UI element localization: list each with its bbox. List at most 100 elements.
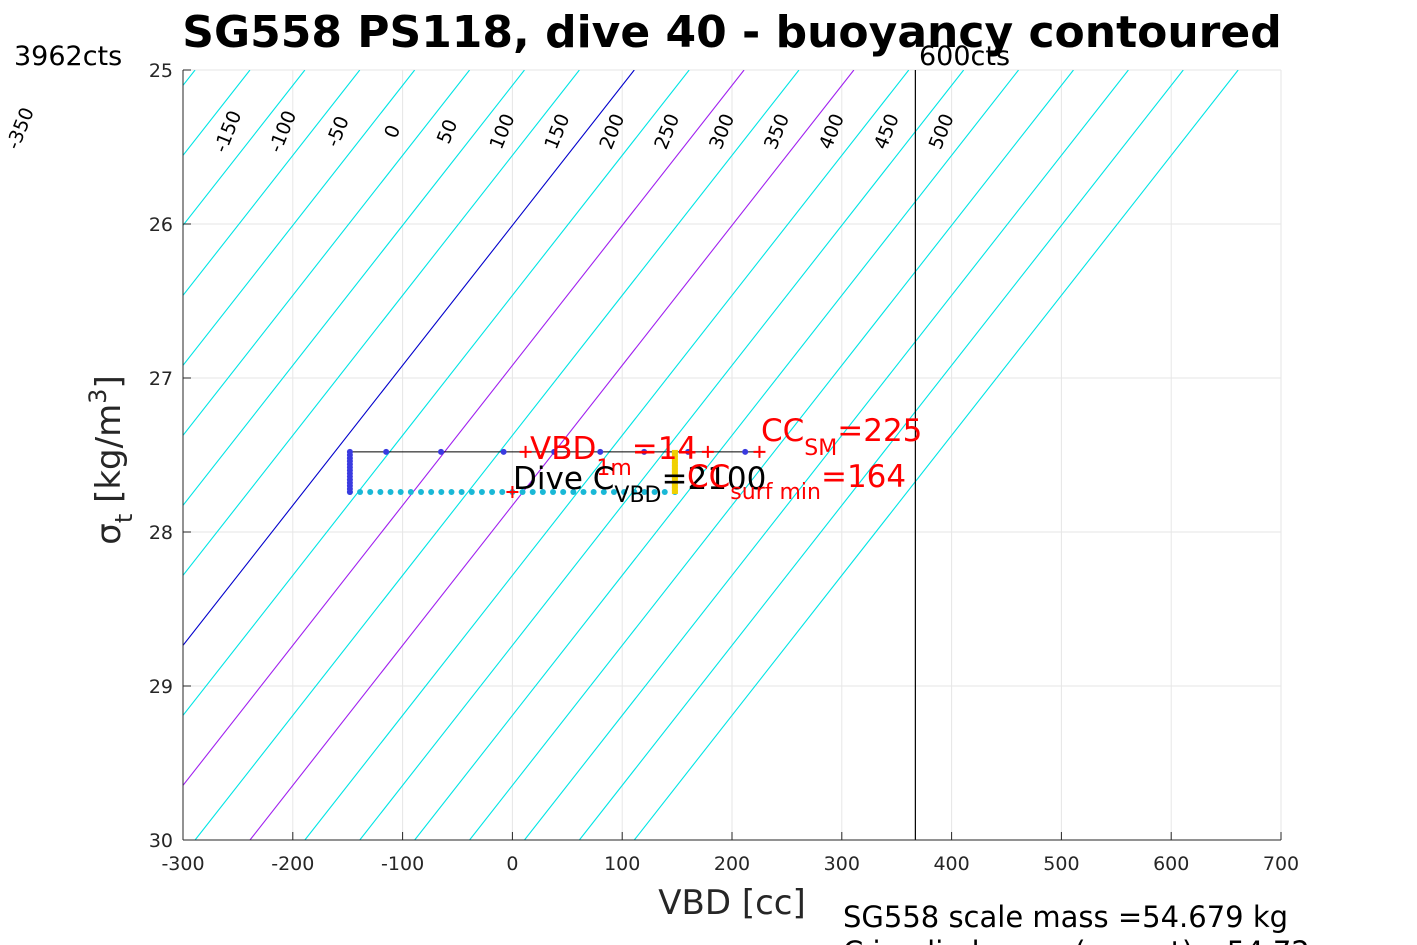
contour-line: [183, 70, 690, 717]
dive-point: [489, 488, 496, 495]
y-tick-label: 26: [149, 214, 173, 236]
dive-point: [671, 471, 678, 476]
marker-plus: [506, 485, 519, 498]
dive-point: [671, 459, 678, 464]
contour-label-top: 350: [760, 111, 794, 153]
contour-line: [183, 70, 416, 367]
x-ticks: -300 -200 -100 0 100 200 300 400 500 600 700: [161, 832, 1299, 875]
dive-point: [448, 488, 455, 495]
x-tick-label: 0: [506, 853, 518, 875]
buoyancy-contours: [0, 70, 1239, 840]
contour-line: [183, 70, 580, 577]
dive-point: [685, 448, 692, 455]
x-tick-label: -100: [381, 853, 424, 875]
contour-line: [633, 70, 1239, 840]
dive-point: [671, 462, 678, 467]
x-tick-label: 400: [933, 853, 969, 875]
contour-line: [578, 70, 1184, 840]
dive-trace: [346, 448, 760, 495]
x-tick-label: 600: [1153, 853, 1189, 875]
contour-label-top: 200: [595, 111, 629, 153]
dive-point: [428, 488, 435, 495]
dive-point: [671, 465, 678, 470]
contour-line: [414, 70, 1020, 840]
dive-point: [671, 468, 678, 473]
y-ticks: 25 26 27 28 29 30: [149, 60, 191, 852]
dive-point: [671, 449, 678, 454]
dive-point: [600, 488, 607, 495]
y-tick-label: 27: [149, 368, 173, 390]
contour-line: [469, 70, 1074, 840]
dive-point: [500, 448, 507, 455]
counts-left-label: 3962cts: [14, 41, 122, 72]
dive-point: [417, 488, 424, 495]
dive-point: [478, 488, 485, 495]
implied-mass-text: C implied mass (ascent) =54.72: [843, 935, 1310, 945]
dive-point: [590, 488, 597, 495]
chart-title: SG558 PS118, dive 40 - buoyancy contoure…: [182, 7, 1281, 58]
contour-label-top: 50: [433, 116, 462, 147]
dive-point: [671, 486, 678, 491]
dive-point: [551, 448, 558, 455]
contour-label-top: 150: [540, 111, 574, 153]
dive-point: [671, 480, 678, 485]
contour-line: [524, 70, 1129, 840]
dive-point: [438, 488, 445, 495]
dive-point: [438, 448, 445, 455]
y-tick-label: 28: [149, 522, 173, 544]
contour-line: [194, 70, 800, 840]
dive-point: [499, 488, 506, 495]
x-tick-label: 500: [1043, 853, 1079, 875]
dive-point: [641, 488, 648, 495]
dive-point: [641, 448, 648, 455]
scale-mass-text: SG558 scale mass =54.679 kg: [843, 900, 1288, 934]
dive-point: [383, 448, 390, 455]
contour-line: [0, 70, 85, 840]
y-tick-label: 29: [149, 676, 173, 698]
dive-point: [671, 477, 678, 482]
x-axis-label: VBD [cc]: [658, 883, 806, 923]
dive-point: [519, 488, 526, 495]
dive-point: [570, 488, 577, 495]
dive-point: [560, 488, 567, 495]
marker-plus: [519, 445, 532, 458]
x-tick-label: 700: [1263, 853, 1299, 875]
contour-line: [183, 70, 745, 787]
cc-sm-annotation: CCSM=225: [761, 413, 922, 461]
x-tick-label: 200: [714, 853, 750, 875]
cc-surf-min-annotation: CCsurf min=164: [687, 459, 906, 505]
contour-label-top: 100: [486, 111, 520, 153]
contour-label-top: 300: [705, 111, 739, 153]
dive-point: [377, 488, 384, 495]
dive-point: [671, 474, 678, 479]
dive-point: [387, 488, 394, 495]
contour-line: [183, 70, 635, 647]
contour-line: [359, 70, 965, 840]
contour-label-top: -350: [2, 104, 39, 152]
dive-point: [631, 488, 638, 495]
dive-point: [651, 488, 658, 495]
dive-point: [610, 488, 617, 495]
dive-point: [597, 448, 604, 455]
contour-line: [249, 70, 855, 840]
contour-line: [0, 70, 30, 840]
dive-point: [742, 448, 749, 455]
dive-point: [357, 488, 364, 495]
dive-point: [539, 488, 546, 495]
marker-plus: [701, 445, 714, 458]
contour-line: [183, 70, 471, 437]
dive-point: [468, 488, 475, 495]
contour-label-top: 0: [380, 122, 405, 141]
dive-point: [671, 489, 678, 494]
dive-point: [550, 488, 557, 495]
contour-line: [183, 70, 306, 227]
contour-label-top: 500: [925, 111, 959, 153]
contour-line: [183, 70, 525, 507]
contour-line: [304, 70, 910, 840]
dive-point: [671, 453, 678, 457]
dive-point: [580, 488, 587, 495]
dive-cvbd-annotation: Dive CVBD=2100: [513, 461, 766, 508]
dive-point: [367, 488, 374, 495]
x-tick-label: -200: [271, 853, 314, 875]
